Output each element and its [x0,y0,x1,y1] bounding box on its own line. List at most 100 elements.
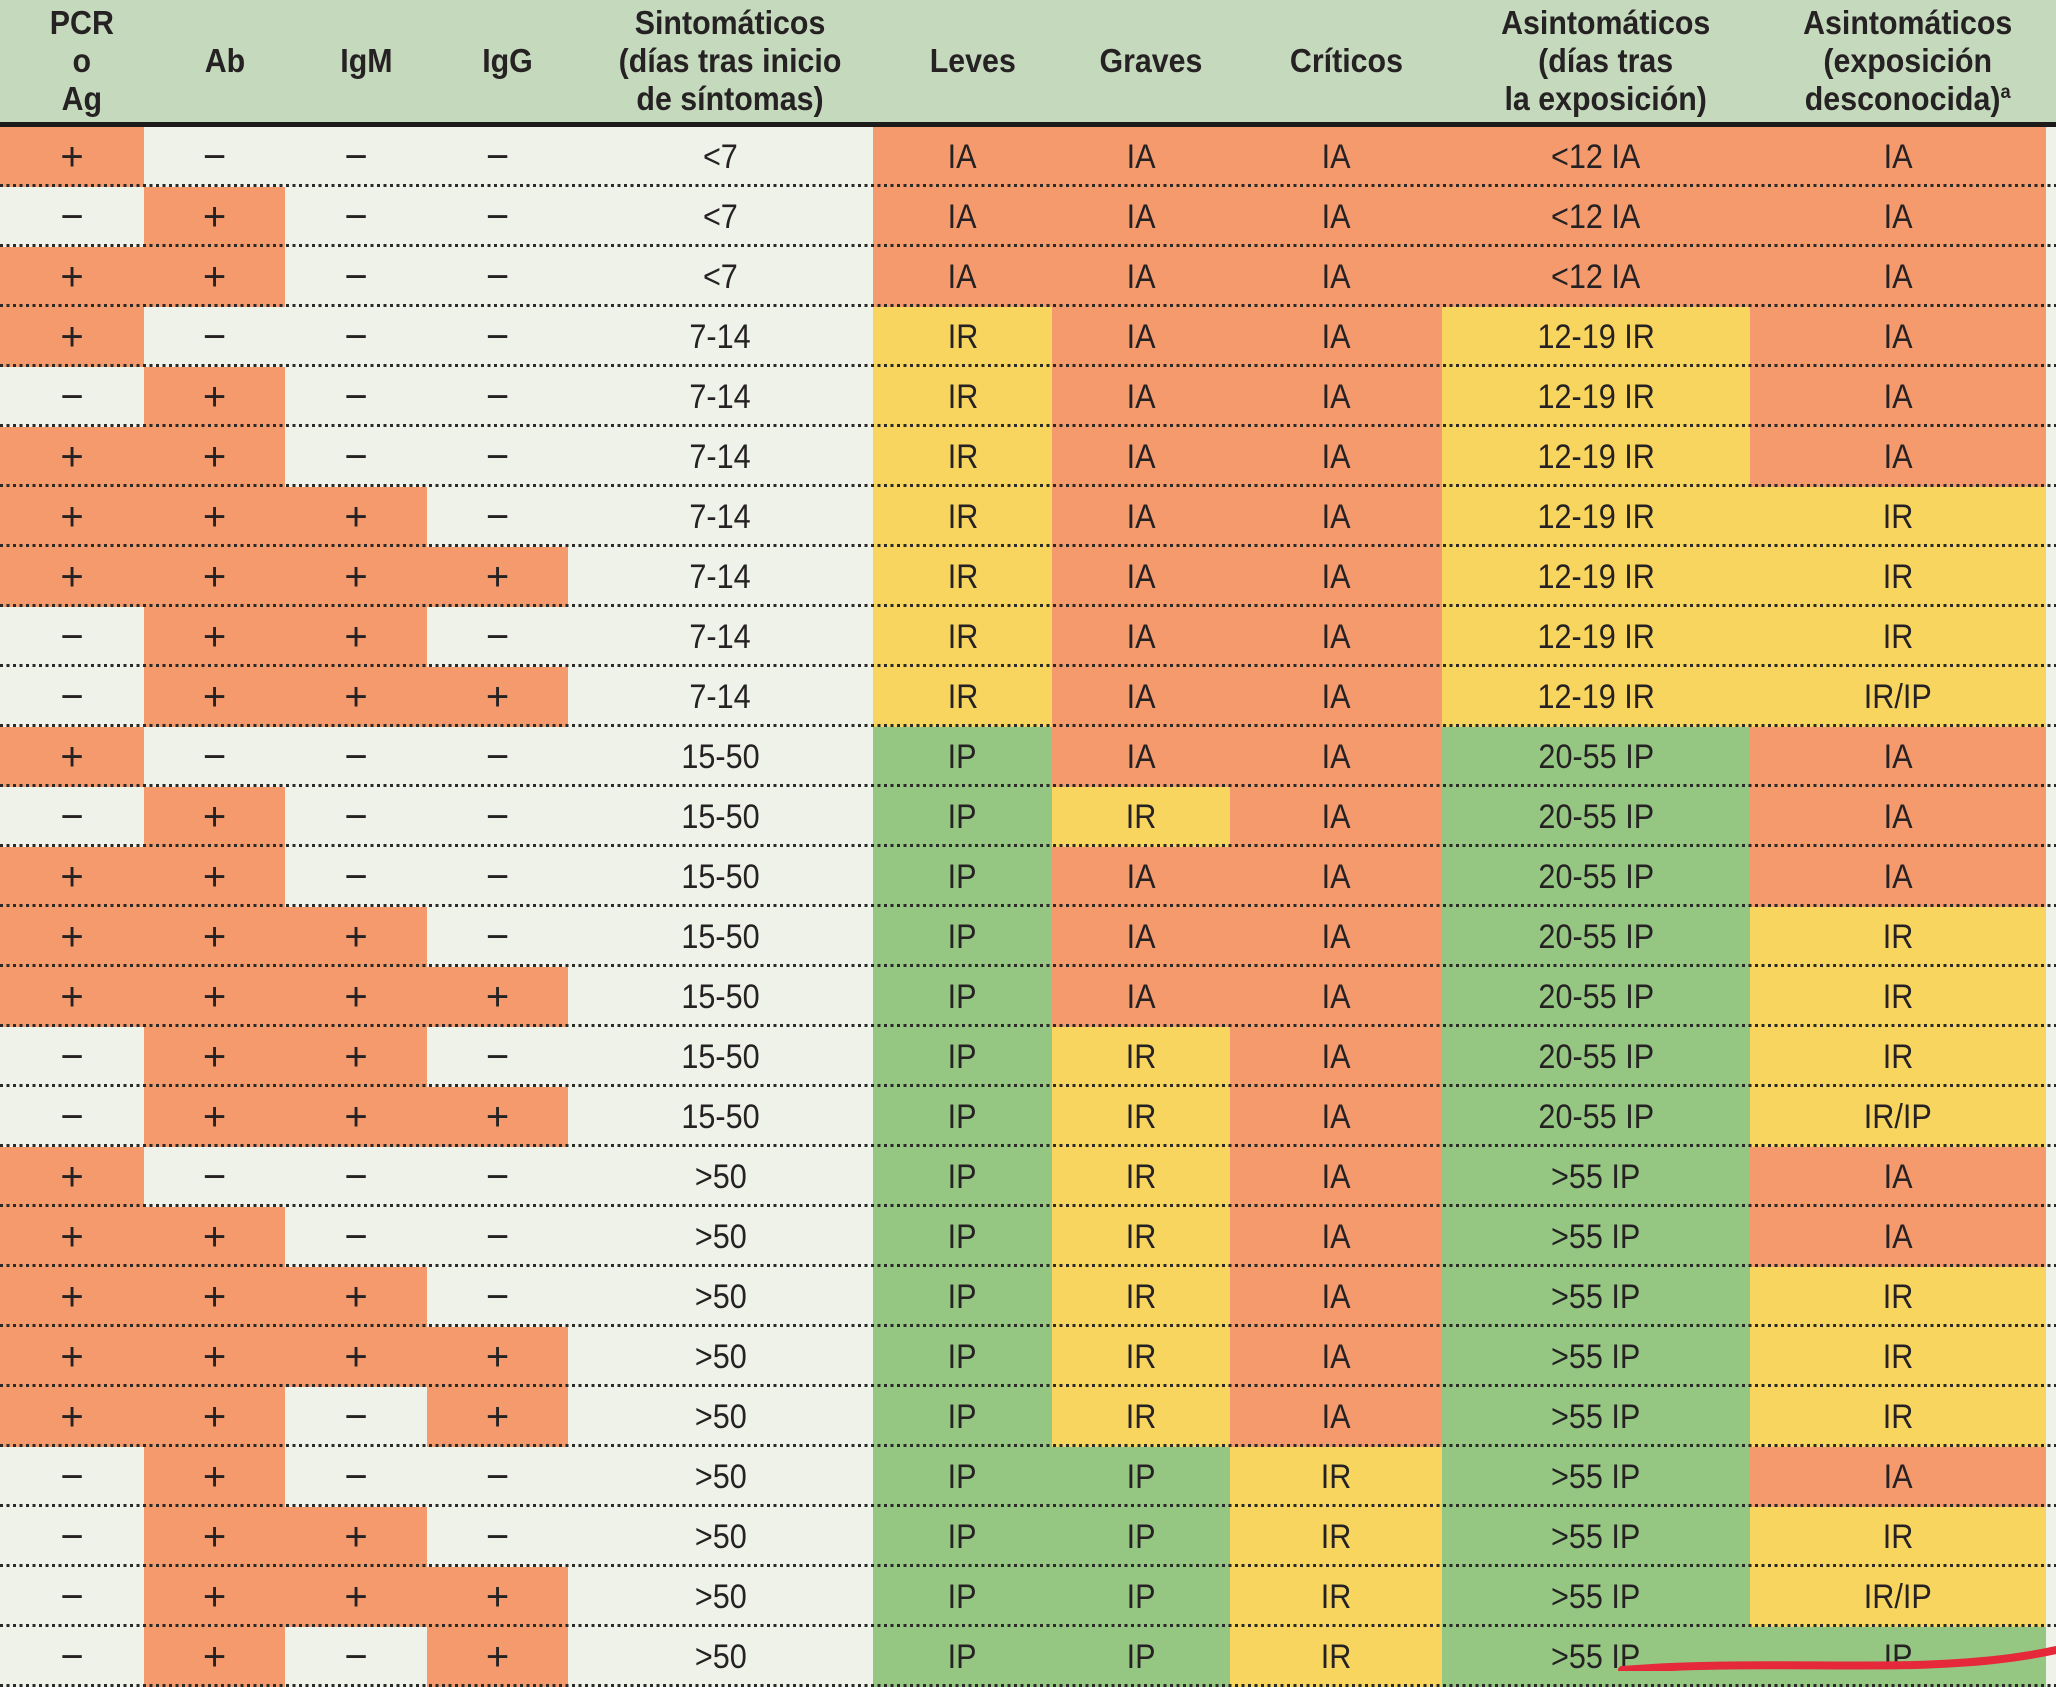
cell-ab: + [144,1447,285,1507]
cell-value: + [344,494,368,539]
cell-value: >55 IP [1551,1337,1641,1376]
cell-value: − [485,494,510,539]
cell-value: − [485,794,510,839]
cell-sintomaticos: <7 [568,127,873,187]
cell-value: IP [948,857,977,896]
cell-value: IP [948,1217,977,1256]
cell-value: IP [948,797,977,836]
cell-value: + [60,974,84,1019]
cell-value: − [485,1514,510,1559]
cell-value: IA [1126,197,1156,236]
cell-graves: IR [1052,1207,1230,1267]
cell-value: IP [948,1337,977,1376]
cell-criticos: IA [1230,1147,1442,1207]
cell-value: IA [1321,1037,1351,1076]
table-row: − + − − 7-14 IR IA IA 12-19 IR IA [0,367,2056,427]
cell-asintomaticos-exposicion: 12-19 IR [1442,667,1750,727]
cell-value: IA [1883,1217,1913,1256]
cell-value: − [202,314,227,359]
cell-value: 12-19 IR [1537,317,1655,356]
cell-criticos: IR [1230,1567,1442,1627]
cell-value: >50 [694,1397,747,1436]
cell-value: + [344,974,368,1019]
cell-igm: − [285,727,427,787]
cell-ab: + [144,967,285,1027]
cell-value: − [60,374,84,419]
column-header-label: Ab [204,42,245,79]
table-row: + + + − 7-14 IR IA IA 12-19 IR IR [0,487,2056,547]
cell-value: IR [1882,917,1914,956]
cell-value: − [485,374,510,419]
cell-value: 7-14 [689,677,752,716]
cell-value: − [344,314,368,359]
cell-value: IA [1126,917,1156,956]
cell-value: 7-14 [689,617,752,656]
cell-value: IR [1882,1397,1914,1436]
cell-value: + [202,254,227,299]
cell-igm: − [285,1627,427,1687]
cell-value: IA [1126,677,1156,716]
cell-value: + [60,254,84,299]
cell-value: + [344,1334,368,1379]
cell-value: IA [1321,437,1351,476]
table-header-row: PCR o Ag Ab IgM IgG Sintomáticos (días tras … [0,0,2056,127]
cell-sintomaticos: >50 [568,1567,873,1627]
cell-value: 20-55 IP [1538,1037,1654,1076]
cell-value: − [485,434,510,479]
cell-value: 12-19 IR [1537,617,1655,656]
cell-ab: + [144,487,285,547]
cell-criticos: IA [1230,187,1442,247]
footnote-marker: a [2000,81,2011,103]
cell-value: 20-55 IP [1538,857,1654,896]
cell-igg: − [427,187,568,247]
cell-asintomaticos-exposicion: 20-55 IP [1442,847,1750,907]
cell-sintomaticos: >50 [568,1387,873,1447]
cell-value: IR [1125,1397,1157,1436]
cell-sintomaticos: 7-14 [568,367,873,427]
cell-igm: − [285,187,427,247]
cell-value: − [344,434,368,479]
cell-igm: − [285,127,427,187]
cell-asintomaticos-exposicion: <12 IA [1442,187,1750,247]
cell-ab: + [144,1087,285,1147]
cell-value: IA [1321,617,1351,656]
cell-asintomaticos-exposicion: 12-19 IR [1442,487,1750,547]
cell-igg: + [427,1087,568,1147]
cell-value: 15-50 [681,917,760,956]
cell-value: IA [948,137,977,176]
table-row: − + + − 7-14 IR IA IA 12-19 IR IR [0,607,2056,667]
cell-graves: IA [1052,127,1230,187]
cell-value: 7-14 [689,377,752,416]
table-row: + + − − 7-14 IR IA IA 12-19 IR IA [0,427,2056,487]
cell-ab: + [144,247,285,307]
cell-igg: − [427,607,568,667]
cell-criticos: IA [1230,307,1442,367]
cell-asintomaticos-exposicion: >55 IP [1442,1327,1750,1387]
cell-value: IR [1320,1637,1352,1676]
cell-igg: + [427,1327,568,1387]
cell-igm: − [285,307,427,367]
cell-asintomaticos-desconocida: IA [1750,1147,2046,1207]
cell-sintomaticos: 15-50 [568,967,873,1027]
cell-leves: IP [873,967,1052,1027]
cell-asintomaticos-desconocida: IA [1750,847,2046,907]
cell-value: + [60,1334,84,1379]
column-header-igm: IgM [295,0,437,122]
cell-value: <7 [703,257,738,296]
cell-value: IP [948,1037,977,1076]
cell-asintomaticos-exposicion: >55 IP [1442,1507,1750,1567]
cell-ab: + [144,1207,285,1267]
cell-asintomaticos-desconocida: IA [1750,787,2046,847]
cell-pcr: + [0,427,144,487]
cell-graves: IR [1052,1147,1230,1207]
cell-pcr: + [0,127,144,187]
cell-value: + [60,134,84,179]
cell-asintomaticos-exposicion: >55 IP [1442,1147,1750,1207]
cell-value: IP [948,737,977,776]
cell-graves: IA [1052,667,1230,727]
cell-asintomaticos-exposicion: <12 IA [1442,127,1750,187]
cell-value: + [202,1574,227,1619]
cell-value: 7-14 [689,317,752,356]
cell-leves: IA [873,187,1052,247]
cell-asintomaticos-desconocida: IR [1750,907,2046,967]
